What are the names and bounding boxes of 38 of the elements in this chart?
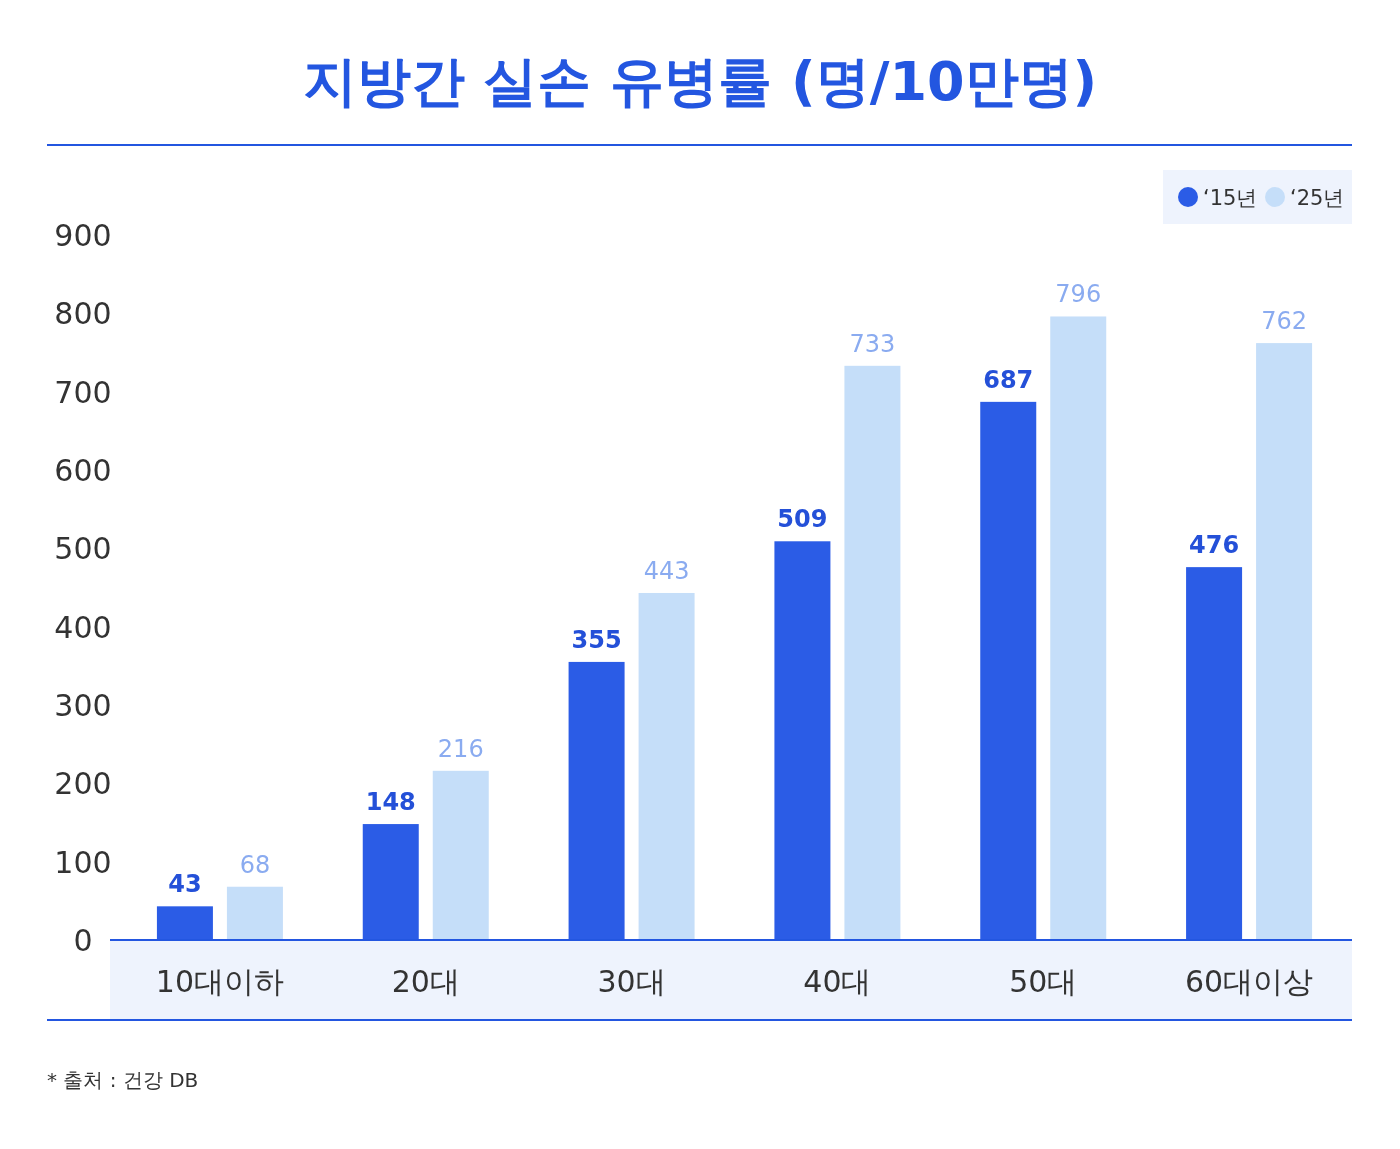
y-tick-label: 500: [54, 531, 112, 567]
data-label: 687: [983, 365, 1034, 394]
bar: [844, 365, 901, 940]
x-tick-label: 60대이상: [1184, 964, 1314, 999]
y-tick-label: 600: [54, 453, 112, 488]
x-tick-label: 50대: [1009, 964, 1078, 999]
text: * 출처 : 건강 DB: [47, 1068, 199, 1092]
data-label: 509: [777, 505, 828, 534]
y-tick-label: 900: [54, 218, 112, 253]
bar: [1050, 316, 1107, 940]
x-tick-label: 40대: [803, 964, 872, 999]
data-label: 476: [1189, 531, 1240, 560]
bar: [226, 886, 283, 940]
bar: [432, 770, 489, 940]
y-tick-label: 300: [54, 688, 112, 723]
data-label: 733: [849, 329, 896, 358]
y-tick-label: 800: [54, 296, 112, 332]
x-tick-label: 20대: [391, 964, 460, 999]
y-tick-label: 200: [54, 766, 112, 802]
y-tick-label: 400: [54, 609, 112, 645]
x-tick-label: 30대: [597, 964, 666, 999]
y-tick-label: 100: [54, 844, 112, 880]
chart-title: 지방간 실손 유병률 (명/10만명): [302, 50, 1098, 113]
data-label: 148: [365, 788, 416, 817]
data-label: 796: [1055, 280, 1102, 309]
bar: [1256, 343, 1313, 940]
data-label: 216: [437, 734, 484, 763]
data-label: 355: [571, 625, 622, 654]
data-label: 443: [643, 556, 690, 585]
legend-label: ‘25년: [1290, 186, 1345, 210]
bar: [638, 592, 695, 940]
data-label: 762: [1261, 307, 1307, 336]
y-tick-label: 0: [73, 923, 93, 958]
y-tick-label: 700: [54, 374, 112, 410]
x-tick-label: 10대이하: [155, 964, 285, 999]
data-label: 43: [168, 870, 202, 899]
legend-label: ‘15년: [1203, 186, 1258, 210]
data-label: 68: [239, 850, 271, 879]
